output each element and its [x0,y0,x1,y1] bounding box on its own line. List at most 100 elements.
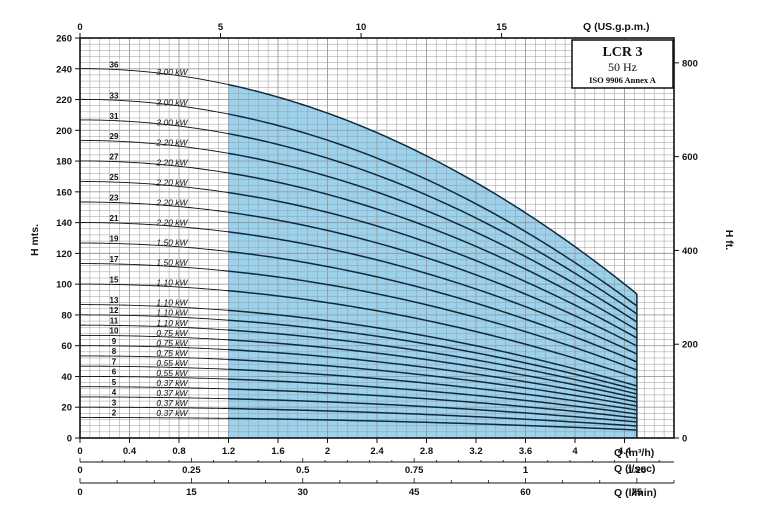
curve-12-stages [228,319,638,391]
h-m-tick-label: 240 [56,64,72,75]
curve-27-stages-lowflow [79,160,229,174]
power-label-3: 0.37 kW [156,398,188,408]
power-label-36: 3.00 kW [156,67,188,77]
h-m-tick-label: 100 [56,280,72,291]
stage-label-33: 33 [110,91,119,100]
stage-label-36: 36 [110,61,119,70]
curve-29-stages-lowflow [80,139,229,154]
stage-label-8: 8 [112,347,117,356]
curve-33-stages-lowflow [79,98,229,115]
power-label-8: 0.75 kW [156,348,188,358]
title-box: LCR 3 50 Hz ISO 9906 Annex A [571,39,674,89]
q-gpm-tick-label: 15 [496,22,507,33]
power-label-7: 0.55 kW [156,358,188,368]
h-m-tick-label: 220 [56,95,72,106]
y-axis-title-left: H mts. [29,224,41,256]
stage-label-15: 15 [110,276,119,285]
q-m3h-tick-label: 1.2 [222,446,235,457]
curve-19-stages [228,250,638,363]
curve-19-stages-lowflow [79,242,229,252]
power-label-13: 1.10 kW [156,298,188,308]
stage-label-12: 12 [110,306,119,315]
curve-23-stages-lowflow [79,201,229,213]
h-m-tick-label: 200 [56,126,72,137]
power-label-9: 0.75 kW [156,338,188,348]
power-label-17: 1.50 kW [156,258,188,268]
power-label-19: 1.50 kW [156,238,188,248]
y-axis-title-right: H ft. [723,230,735,250]
curve-23-stages [228,211,638,347]
curve-36-stages-lowflow [79,68,229,86]
h-m-tick-label: 160 [56,187,72,198]
q-lsec-tick-label: 1.25 [628,465,647,476]
stage-label-5: 5 [112,378,117,387]
q-m3h-tick-label: 2.8 [420,446,433,457]
stage-label-3: 3 [112,398,117,407]
curve-8-stages [228,358,638,407]
x-axis-title-m3h: Q (m³/h) [614,447,654,459]
stage-label-6: 6 [112,368,117,377]
stage-label-4: 4 [112,388,117,397]
operating-range-fill [228,84,637,439]
q-lmin-tick-label: 45 [409,487,420,498]
h-ft-tick-label: 200 [682,340,698,351]
curve-33-stages [228,113,638,307]
q-m3h-tick-label: 2.4 [370,446,384,457]
q-lsec-tick-label: 1 [523,465,529,476]
h-m-tick-label: 260 [56,34,72,45]
curve-3-stages [228,407,637,427]
h-m-tick-label: 140 [56,218,72,229]
curve-13-stages [228,309,638,387]
h-m-tick-label: 20 [61,403,72,414]
q-m3h-tick-label: 0 [77,446,82,457]
stage-label-27: 27 [110,153,119,162]
q-m3h-tick-label: 0.4 [123,446,137,457]
power-label-33: 3.00 kW [156,97,188,107]
curve-9-stages-lowflow [80,345,229,351]
curve-11-stages [228,329,638,395]
h-m-tick-label: 40 [61,372,72,383]
curves-group [79,68,638,438]
h-ft-tick-label: 400 [682,246,698,257]
stage-label-21: 21 [110,214,119,223]
power-label-23: 2.20 kW [155,198,188,208]
curve-13-stages-lowflow [80,304,229,311]
curve-31-stages [228,132,638,315]
power-label-31: 3.00 kW [156,117,188,127]
x-axis-title-lmin: Q (l/min) [614,487,657,499]
q-lmin-tick-label: 75 [632,487,643,498]
h-m-tick-label: 0 [67,434,72,445]
h-m-tick-label: 120 [56,249,72,260]
curve-11-stages-lowflow [79,324,229,331]
power-label-25: 2.20 kW [155,177,188,187]
curve-12-stages-lowflow [80,314,229,321]
x-axis-title-gpm: Q (US.g.p.m.) [583,21,650,33]
q-gpm-tick-label: 0 [77,22,82,33]
stage-label-19: 19 [110,235,119,244]
curve-31-stages-lowflow [79,119,229,135]
q-lmin-tick-label: 60 [520,487,531,498]
power-label-5: 0.37 kW [156,378,188,388]
curve-25-stages-lowflow [79,181,229,194]
power-label-27: 2.20 kW [155,157,188,167]
q-lsec-tick-label: 0.75 [405,465,424,476]
h-m-tick-label: 60 [61,341,72,352]
curve-17-stages [228,270,638,371]
q-m3h-tick-label: 4 [572,446,578,457]
curve-6-stages [228,378,637,415]
h-ft-tick-label: 0 [682,434,687,445]
stage-label-10: 10 [110,327,119,336]
curve-8-stages-lowflow [80,355,229,360]
power-label-10: 0.75 kW [156,328,188,338]
curve-15-stages-lowflow [80,283,229,292]
q-m3h-tick-label: 0.8 [172,446,185,457]
chart-subtitle: 50 Hz [608,60,637,74]
h-m-tick-label: 80 [61,310,72,321]
curve-15-stages [228,290,638,379]
q-lmin-tick-label: 15 [186,487,197,498]
curve-36-stages [228,83,638,295]
power-label-2: 0.37 kW [156,408,188,418]
q-m3h-tick-label: 3.6 [519,446,532,457]
